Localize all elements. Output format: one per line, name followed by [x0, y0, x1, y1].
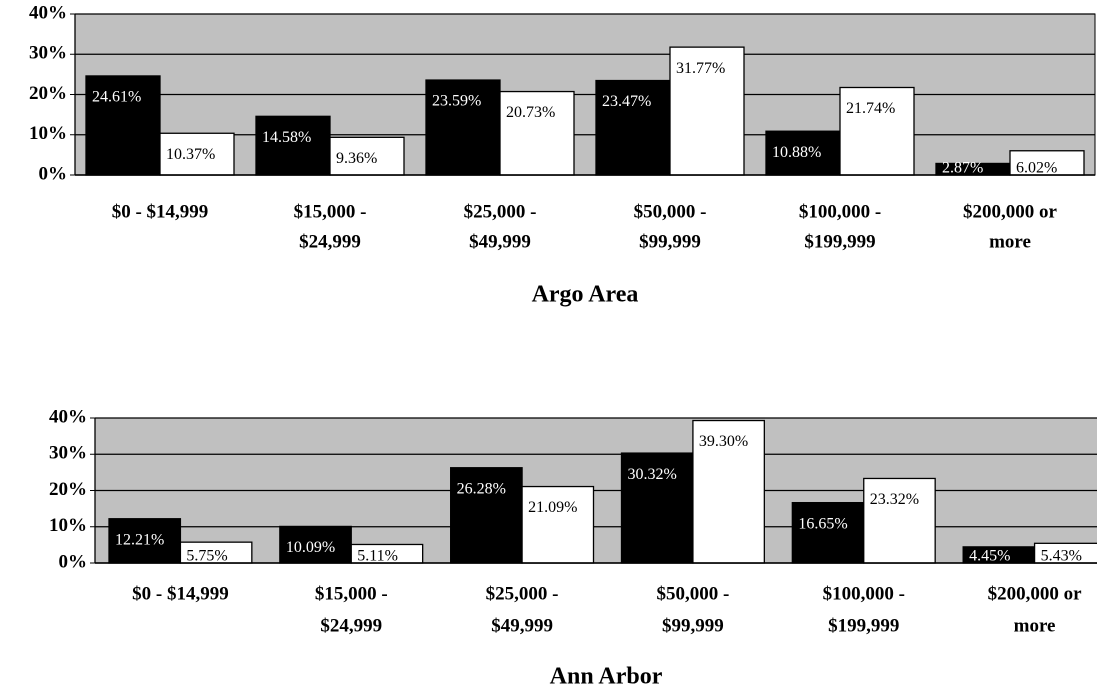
data-label: 5.11% [357, 548, 398, 565]
data-label: 5.75% [186, 548, 227, 565]
x-tick-label: $199,999 [804, 231, 875, 252]
bar [499, 90, 575, 176]
data-label: 21.09% [528, 499, 577, 516]
bar [108, 518, 182, 564]
y-tick-label: 10% [49, 515, 87, 536]
bar [839, 86, 915, 176]
data-label: 10.88% [772, 144, 821, 161]
x-tick-label: $15,000 - [315, 583, 388, 604]
y-tick-label: 20% [49, 479, 87, 500]
data-label: 10.09% [286, 539, 335, 556]
data-label: 39.30% [699, 433, 748, 450]
data-label: 26.28% [457, 480, 506, 497]
data-label: 21.74% [846, 100, 895, 117]
x-tick-label: $49,999 [469, 231, 531, 252]
data-label: 20.73% [506, 104, 555, 121]
data-label: 24.61% [92, 89, 141, 106]
x-tick-label: $15,000 - [294, 201, 367, 222]
data-label: 23.32% [870, 491, 919, 508]
bar [791, 501, 865, 564]
x-tick-label: $0 - $14,999 [112, 201, 209, 222]
x-tick-label: more [1014, 615, 1056, 636]
y-tick-label: 0% [59, 551, 88, 572]
x-tick-label: more [989, 231, 1031, 252]
y-tick-label: 40% [29, 2, 67, 23]
data-label: 31.77% [676, 60, 725, 77]
data-label: 6.02% [1016, 160, 1057, 177]
bar [669, 46, 745, 176]
x-tick-label: $100,000 - [823, 583, 905, 604]
x-tick-label: $200,000 or [988, 583, 1083, 604]
bar [159, 132, 235, 176]
x-tick-label: $99,999 [662, 615, 724, 636]
x-tick-label: $199,999 [828, 615, 899, 636]
x-tick-label: $100,000 - [799, 201, 881, 222]
x-tick-label: $25,000 - [486, 583, 559, 604]
data-label: 12.21% [115, 531, 164, 548]
bar [765, 130, 841, 176]
bar [692, 419, 765, 564]
data-label: 4.45% [969, 548, 1010, 565]
bar [425, 79, 501, 176]
data-label: 10.37% [166, 146, 215, 163]
data-label: 23.59% [432, 93, 481, 110]
x-tick-label: $0 - $14,999 [132, 583, 229, 604]
data-label: 2.87% [942, 160, 983, 177]
data-label: 9.36% [336, 150, 377, 167]
x-tick-label: $25,000 - [464, 201, 537, 222]
chart-title: Argo Area [532, 282, 639, 308]
y-tick-label: 10% [29, 123, 67, 144]
data-label: 14.58% [262, 129, 311, 146]
y-tick-label: 0% [39, 163, 68, 184]
data-label: 5.43% [1041, 548, 1082, 565]
y-tick-label: 20% [29, 83, 67, 104]
x-tick-label: $50,000 - [657, 583, 730, 604]
bar [255, 115, 331, 176]
data-label: 16.65% [798, 515, 847, 532]
chart-title: Ann Arbor [550, 664, 663, 690]
x-tick-label: $24,999 [320, 615, 382, 636]
x-tick-label: $50,000 - [634, 201, 707, 222]
x-tick-label: $49,999 [491, 615, 553, 636]
bar [1009, 150, 1085, 176]
bar [85, 75, 161, 176]
data-label: 30.32% [628, 466, 677, 483]
y-tick-label: 30% [29, 43, 67, 64]
data-label: 23.47% [602, 93, 651, 110]
x-tick-label: $24,999 [299, 231, 361, 252]
x-tick-label: $99,999 [639, 231, 701, 252]
bar [521, 485, 595, 564]
bar [329, 136, 405, 176]
x-tick-label: $200,000 or [963, 201, 1058, 222]
bar [863, 477, 936, 564]
y-tick-label: 40% [49, 406, 87, 427]
bar [450, 467, 523, 564]
y-tick-label: 30% [49, 443, 87, 464]
